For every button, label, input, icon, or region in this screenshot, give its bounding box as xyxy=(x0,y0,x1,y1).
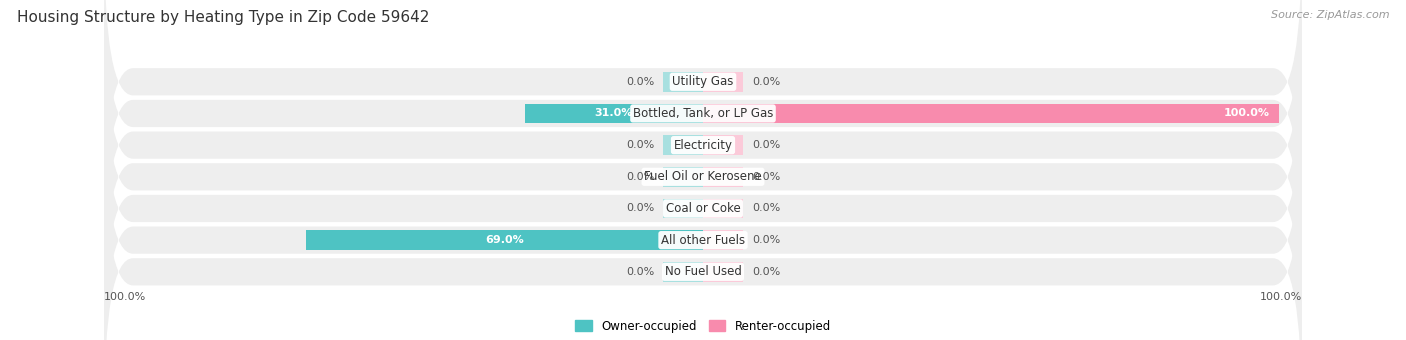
Text: 0.0%: 0.0% xyxy=(752,203,780,214)
Text: 100.0%: 100.0% xyxy=(1260,292,1302,302)
Text: 0.0%: 0.0% xyxy=(626,77,654,87)
Bar xyxy=(662,135,703,155)
Text: 0.0%: 0.0% xyxy=(626,140,654,150)
FancyBboxPatch shape xyxy=(104,0,1302,290)
FancyBboxPatch shape xyxy=(104,32,1302,322)
Text: 0.0%: 0.0% xyxy=(752,77,780,87)
Text: 0.0%: 0.0% xyxy=(752,267,780,277)
Text: All other Fuels: All other Fuels xyxy=(661,234,745,246)
Bar xyxy=(662,72,703,91)
Text: Fuel Oil or Kerosene: Fuel Oil or Kerosene xyxy=(644,170,762,183)
Text: Electricity: Electricity xyxy=(673,139,733,152)
FancyBboxPatch shape xyxy=(104,96,1302,340)
FancyBboxPatch shape xyxy=(104,0,1302,226)
Bar xyxy=(703,135,744,155)
Text: 31.0%: 31.0% xyxy=(595,108,633,118)
Legend: Owner-occupied, Renter-occupied: Owner-occupied, Renter-occupied xyxy=(571,315,835,337)
Text: 69.0%: 69.0% xyxy=(485,235,523,245)
Text: 100.0%: 100.0% xyxy=(104,292,146,302)
Text: 100.0%: 100.0% xyxy=(1225,108,1270,118)
Text: 0.0%: 0.0% xyxy=(752,172,780,182)
Text: Utility Gas: Utility Gas xyxy=(672,75,734,88)
Text: 0.0%: 0.0% xyxy=(626,203,654,214)
Bar xyxy=(662,262,703,282)
Bar xyxy=(703,72,744,91)
Bar xyxy=(703,104,1279,123)
Bar xyxy=(305,230,703,250)
Bar xyxy=(703,167,744,187)
Text: 0.0%: 0.0% xyxy=(626,267,654,277)
Text: 0.0%: 0.0% xyxy=(752,140,780,150)
Text: 0.0%: 0.0% xyxy=(626,172,654,182)
Bar xyxy=(703,262,744,282)
Bar xyxy=(524,104,703,123)
Bar xyxy=(703,199,744,218)
Text: Housing Structure by Heating Type in Zip Code 59642: Housing Structure by Heating Type in Zip… xyxy=(17,10,429,25)
FancyBboxPatch shape xyxy=(104,64,1302,340)
FancyBboxPatch shape xyxy=(104,0,1302,258)
Text: Coal or Coke: Coal or Coke xyxy=(665,202,741,215)
Bar xyxy=(662,199,703,218)
Text: Source: ZipAtlas.com: Source: ZipAtlas.com xyxy=(1271,10,1389,20)
Bar xyxy=(703,230,744,250)
Bar xyxy=(662,167,703,187)
FancyBboxPatch shape xyxy=(104,127,1302,340)
Text: 0.0%: 0.0% xyxy=(752,235,780,245)
Text: No Fuel Used: No Fuel Used xyxy=(665,265,741,278)
Text: Bottled, Tank, or LP Gas: Bottled, Tank, or LP Gas xyxy=(633,107,773,120)
